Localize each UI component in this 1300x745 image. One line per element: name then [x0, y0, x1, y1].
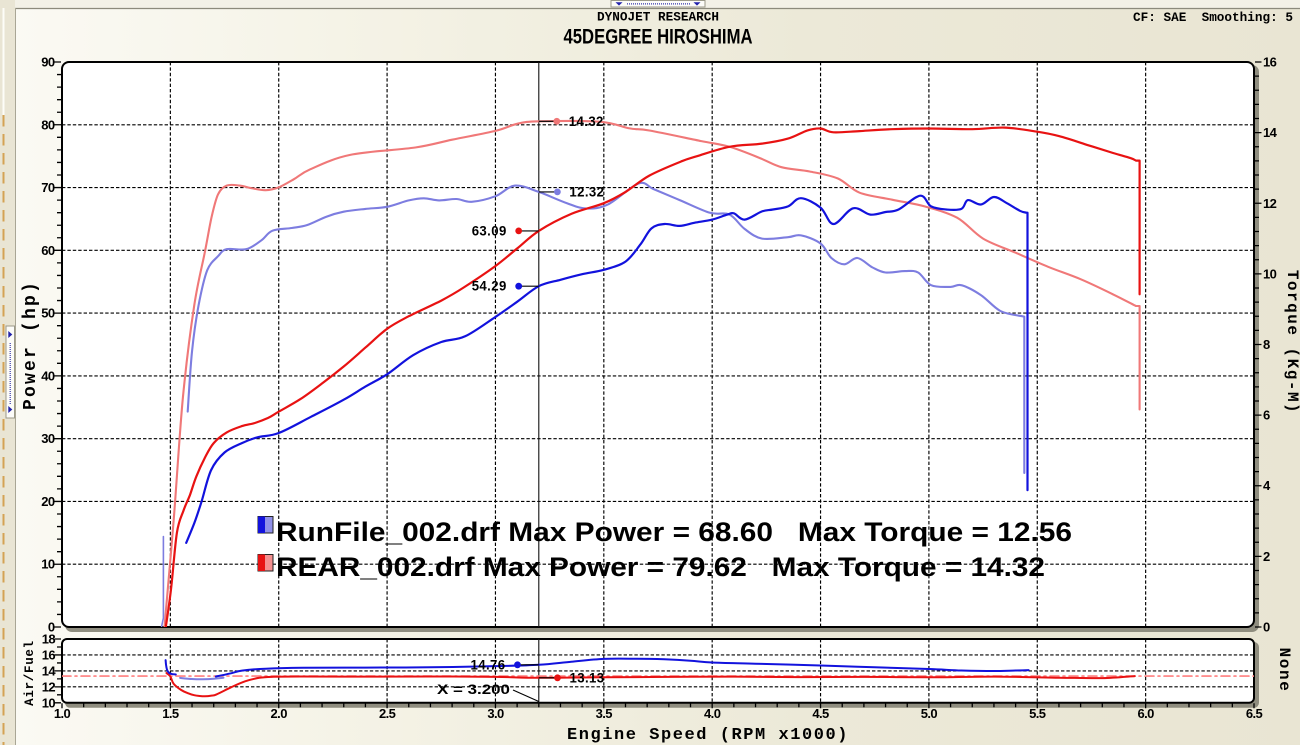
svg-text:5.0: 5.0 [921, 706, 938, 721]
svg-text:14: 14 [42, 663, 57, 678]
svg-text:45DEGREE HIROSHIMA: 45DEGREE HIROSHIMA [564, 26, 753, 49]
svg-text:54.29: 54.29 [472, 279, 507, 294]
svg-text:16: 16 [42, 648, 56, 663]
svg-text:50: 50 [41, 306, 55, 321]
svg-text:2: 2 [1263, 549, 1270, 564]
svg-text:10: 10 [42, 695, 56, 710]
svg-text:3.0: 3.0 [487, 706, 504, 721]
svg-text:4: 4 [1263, 478, 1271, 493]
svg-text:6: 6 [1263, 408, 1270, 423]
svg-text:DYNOJET RESEARCH: DYNOJET RESEARCH [597, 11, 719, 25]
svg-text:5.5: 5.5 [1029, 706, 1046, 721]
svg-text:18: 18 [42, 632, 56, 647]
svg-text:30: 30 [41, 431, 55, 446]
svg-text:CF: SAE Smoothing: 5: CF: SAE Smoothing: 5 [1133, 11, 1293, 25]
svg-text:13.13: 13.13 [570, 670, 605, 685]
svg-text:2.5: 2.5 [379, 706, 396, 721]
svg-text:Torque (Kg-M): Torque (Kg-M) [1283, 270, 1300, 414]
svg-text:14.76: 14.76 [471, 657, 506, 672]
svg-text:0: 0 [48, 620, 55, 635]
svg-text:X = 3.200: X = 3.200 [437, 682, 510, 697]
svg-text:REAR_002.drf Max Power = 79.62: REAR_002.drf Max Power = 79.62 Max Torqu… [276, 552, 1045, 582]
svg-text:0: 0 [1263, 620, 1270, 635]
svg-text:20: 20 [41, 494, 55, 509]
svg-text:6.0: 6.0 [1137, 706, 1154, 721]
svg-text:12: 12 [1263, 196, 1277, 211]
svg-text:Power (hp): Power (hp) [21, 280, 41, 410]
svg-text:14.32: 14.32 [569, 114, 604, 129]
svg-text:4.5: 4.5 [812, 706, 829, 721]
svg-text:1.5: 1.5 [162, 706, 179, 721]
svg-text:40: 40 [41, 368, 55, 383]
svg-text:8: 8 [1263, 337, 1270, 352]
svg-text:6.5: 6.5 [1246, 706, 1263, 721]
svg-text:Engine Speed (RPM x1000): Engine Speed (RPM x1000) [567, 726, 849, 745]
svg-text:63.09: 63.09 [472, 223, 507, 238]
svg-text:4.0: 4.0 [704, 706, 721, 721]
svg-text:60: 60 [41, 243, 55, 258]
svg-text:12: 12 [42, 679, 56, 694]
svg-text:RunFile_002.drf Max Power = 68: RunFile_002.drf Max Power = 68.60 Max To… [276, 517, 1072, 547]
svg-text:80: 80 [41, 117, 55, 132]
svg-text:Air/Fuel: Air/Fuel [23, 640, 37, 706]
svg-text:None: None [1275, 648, 1293, 693]
svg-text:3.5: 3.5 [596, 706, 613, 721]
svg-text:70: 70 [41, 180, 55, 195]
svg-text:16: 16 [1263, 55, 1277, 70]
svg-text:10: 10 [1263, 266, 1277, 281]
svg-text:10: 10 [41, 557, 55, 572]
svg-text:2.0: 2.0 [271, 706, 288, 721]
svg-text:90: 90 [41, 55, 55, 70]
svg-text:12.32: 12.32 [569, 184, 604, 199]
svg-text:14: 14 [1263, 125, 1278, 140]
svg-text:1.0: 1.0 [54, 706, 71, 721]
